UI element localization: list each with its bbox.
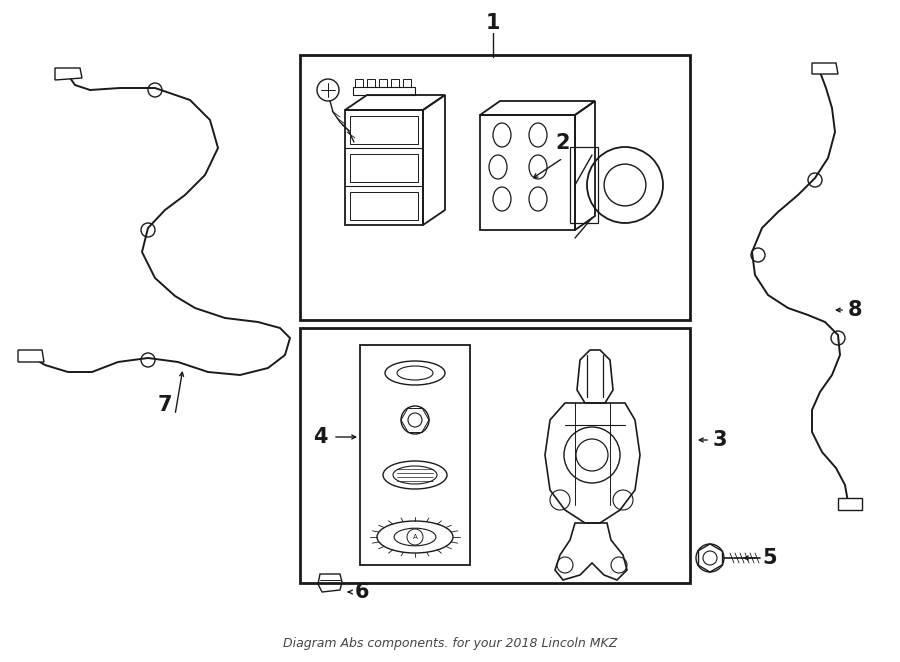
Bar — [300, 55, 690, 320]
Text: 7: 7 — [158, 395, 172, 415]
Polygon shape — [838, 498, 862, 510]
Bar — [345, 110, 423, 225]
Text: A: A — [412, 534, 418, 540]
Text: 3: 3 — [713, 430, 727, 450]
Bar — [355, 79, 363, 87]
Bar — [480, 115, 575, 230]
Polygon shape — [55, 68, 82, 80]
Text: 2: 2 — [556, 133, 571, 153]
Text: 8: 8 — [848, 300, 862, 320]
Text: 5: 5 — [762, 548, 778, 568]
Text: 1: 1 — [486, 13, 500, 33]
Text: Diagram Abs components. for your 2018 Lincoln MKZ: Diagram Abs components. for your 2018 Li… — [283, 638, 617, 651]
Bar — [403, 79, 411, 87]
Polygon shape — [812, 63, 838, 74]
Polygon shape — [18, 350, 44, 362]
Bar — [379, 79, 387, 87]
Bar — [367, 79, 375, 87]
Bar — [350, 192, 418, 220]
Bar — [300, 328, 690, 583]
Text: 4: 4 — [313, 427, 328, 447]
Bar — [391, 79, 399, 87]
Bar — [353, 87, 415, 95]
Bar — [360, 345, 470, 565]
Bar — [570, 147, 598, 223]
Bar — [350, 116, 418, 144]
Text: 6: 6 — [355, 582, 369, 602]
Bar — [350, 154, 418, 182]
